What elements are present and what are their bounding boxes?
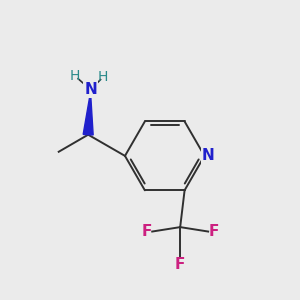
Text: F: F xyxy=(142,224,152,239)
Text: F: F xyxy=(175,257,185,272)
Text: H: H xyxy=(70,69,80,83)
Text: F: F xyxy=(208,224,219,239)
Polygon shape xyxy=(83,92,93,135)
Text: N: N xyxy=(202,148,214,164)
Text: N: N xyxy=(84,82,97,97)
Text: H: H xyxy=(98,70,108,84)
